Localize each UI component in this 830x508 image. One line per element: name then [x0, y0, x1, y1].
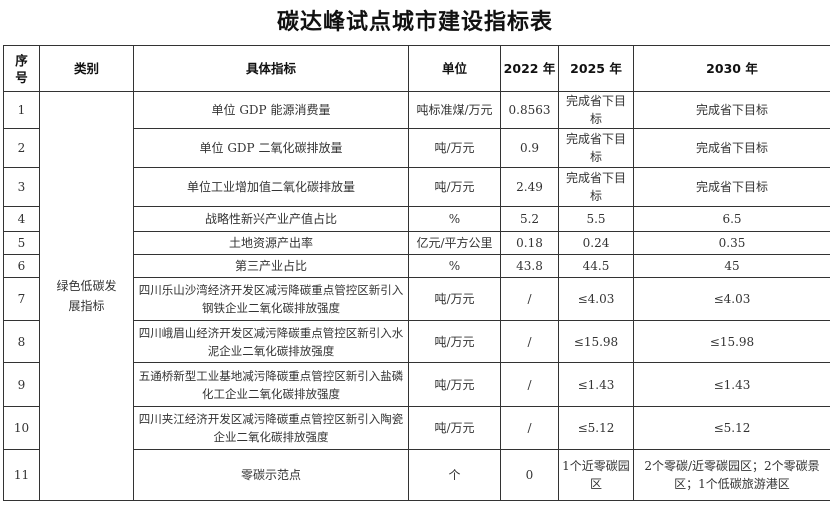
value-2025: ≤1.43 [558, 362, 634, 407]
unit-cell: 吨/万元 [408, 406, 501, 450]
value-2025: 完成省下目标 [558, 167, 634, 207]
indicator-cell: 四川乐山沙湾经济开发区减污降碳重点管控区新引入钢铁企业二氧化碳排放强度 [133, 277, 409, 321]
value-2030: ≤1.43 [633, 362, 830, 407]
value-2030: ≤15.98 [633, 320, 830, 363]
value-2030: 完成省下目标 [633, 167, 830, 207]
indicator-cell: 单位 GDP 二氧化碳排放量 [133, 128, 409, 168]
value-2022: 0.18 [500, 231, 559, 255]
value-2030: 完成省下目标 [633, 91, 830, 129]
row-number: 11 [3, 449, 40, 501]
row-number: 5 [3, 231, 40, 255]
value-2030: 6.5 [633, 206, 830, 232]
value-2025: 1个近零碳园区 [558, 449, 634, 501]
indicator-cell: 四川夹江经济开发区减污降碳重点管控区新引入陶瓷企业二氧化碳排放强度 [133, 406, 409, 450]
table-row: 8 四川峨眉山经济开发区减污降碳重点管控区新引入水泥企业二氧化碳排放强度 吨/万元 /… [3, 320, 830, 363]
indicator-cell: 五通桥新型工业基地减污降碳重点管控区新引入盐磷化工企业二氧化碳排放强度 [133, 362, 409, 407]
header-category: 类别 [39, 45, 134, 92]
header-no: 序号 [3, 45, 40, 92]
header-row: 序号 类别 具体指标 单位 2022 年 2025 年 2030 年 [3, 45, 830, 92]
table-row: 6 第三产业占比% 43.8 44.5 45 [3, 254, 830, 278]
value-2022: 2.49 [500, 167, 559, 207]
value-2022: 0.9 [500, 128, 559, 168]
value-2025: ≤4.03 [558, 277, 634, 321]
value-2030: 45 [633, 254, 830, 278]
category-cell: 绿色低碳发展指标 [39, 91, 134, 501]
page-title: 碳达峰试点城市建设指标表 [276, 10, 553, 35]
unit-cell: 吨标准煤/万元 [408, 91, 501, 129]
value-2022: / [500, 320, 559, 363]
indicator-cell: 零碳示范点 [133, 449, 409, 501]
header-2030: 2030 年 [633, 45, 830, 92]
indicator-cell: 战略性新兴产业产值占比 [133, 206, 409, 232]
table-row: 5 土地资源产出率 亿元/平方公里 0.18 0.24 0.35 [3, 231, 830, 255]
value-2025: 完成省下目标 [558, 91, 634, 129]
value-2025: 44.5 [558, 254, 634, 278]
value-2022: / [500, 362, 559, 407]
value-2022: / [500, 406, 559, 450]
indicator-cell: 单位 GDP 能源消费量 [133, 91, 409, 129]
value-2025: ≤5.12 [558, 406, 634, 450]
unit-cell: 吨/万元 [408, 362, 501, 407]
row-number: 3 [3, 167, 40, 207]
header-2022: 2022 年 [500, 45, 559, 92]
unit-cell: 个 [408, 449, 501, 501]
value-2025: 0.24 [558, 231, 634, 255]
row-number: 4 [3, 206, 40, 232]
value-2030: 0.35 [633, 231, 830, 255]
value-2022: / [500, 277, 559, 321]
row-number: 1 [3, 91, 40, 129]
value-2030: 完成省下目标 [633, 128, 830, 168]
table-row: 9 五通桥新型工业基地减污降碳重点管控区新引入盐磷化工企业二氧化碳排放强度 吨/万元… [3, 362, 830, 407]
value-2022: 43.8 [500, 254, 559, 278]
value-2025: ≤15.98 [558, 320, 634, 363]
table-row: 7 四川乐山沙湾经济开发区减污降碳重点管控区新引入钢铁企业二氧化碳排放强度 吨/万元… [3, 277, 830, 321]
value-2030: ≤5.12 [633, 406, 830, 450]
indicator-cell: 四川峨眉山经济开发区减污降碳重点管控区新引入水泥企业二氧化碳排放强度 [133, 320, 409, 363]
indicator-table: 序号 类别 具体指标 单位 2022 年 2025 年 2030 年 1 绿色低碳… [3, 45, 830, 501]
table-row: 2 单位 GDP 二氧化碳排放量 吨/万元 0.9 完成省下目标 完成省下目标 [3, 128, 830, 168]
unit-cell: 吨/万元 [408, 320, 501, 363]
indicator-cell: 土地资源产出率 [133, 231, 409, 255]
indicator-cell: 第三产业占比 [133, 254, 409, 278]
table-row: 1 绿色低碳发展指标 单位 GDP 能源消费量 吨标准煤/万元 0.8563 完成省下目标… [3, 91, 830, 501]
header-2025: 2025 年 [558, 45, 634, 92]
indicator-cell: 单位工业增加值二氧化碳排放量 [133, 167, 409, 207]
row-number: 2 [3, 128, 40, 168]
row-number: 6 [3, 254, 40, 278]
value-2025: 完成省下目标 [558, 128, 634, 168]
header-indicator: 具体指标 [133, 45, 409, 92]
row-number: 8 [3, 320, 40, 363]
unit-cell: 亿元/平方公里 [408, 231, 501, 255]
row-number: 10 [3, 406, 40, 450]
value-2030: 2个零碳/近零碳园区；2个零碳景区；1个低碳旅游港区 [633, 449, 830, 501]
unit-cell: 吨/万元 [408, 277, 501, 321]
table-row: 11 零碳示范点个 0 1个近零碳园区 2个零碳/近零碳园区；2个零碳景区；1个低碳旅游… [3, 449, 830, 501]
unit-cell: 吨/万元 [408, 167, 501, 207]
row-number: 9 [3, 362, 40, 407]
unit-cell: 吨/万元 [408, 128, 501, 168]
value-2022: 0 [500, 449, 559, 501]
unit-cell: % [408, 254, 501, 278]
value-2025: 5.5 [558, 206, 634, 232]
value-2022: 0.8563 [500, 91, 559, 129]
row-number: 7 [3, 277, 40, 321]
value-2030: ≤4.03 [633, 277, 830, 321]
header-unit: 单位 [408, 45, 501, 92]
unit-cell: % [408, 206, 501, 232]
value-2022: 5.2 [500, 206, 559, 232]
table-row: 3 单位工业增加值二氧化碳排放量 吨/万元 2.49 完成省下目标 完成省下目标 [3, 167, 830, 207]
